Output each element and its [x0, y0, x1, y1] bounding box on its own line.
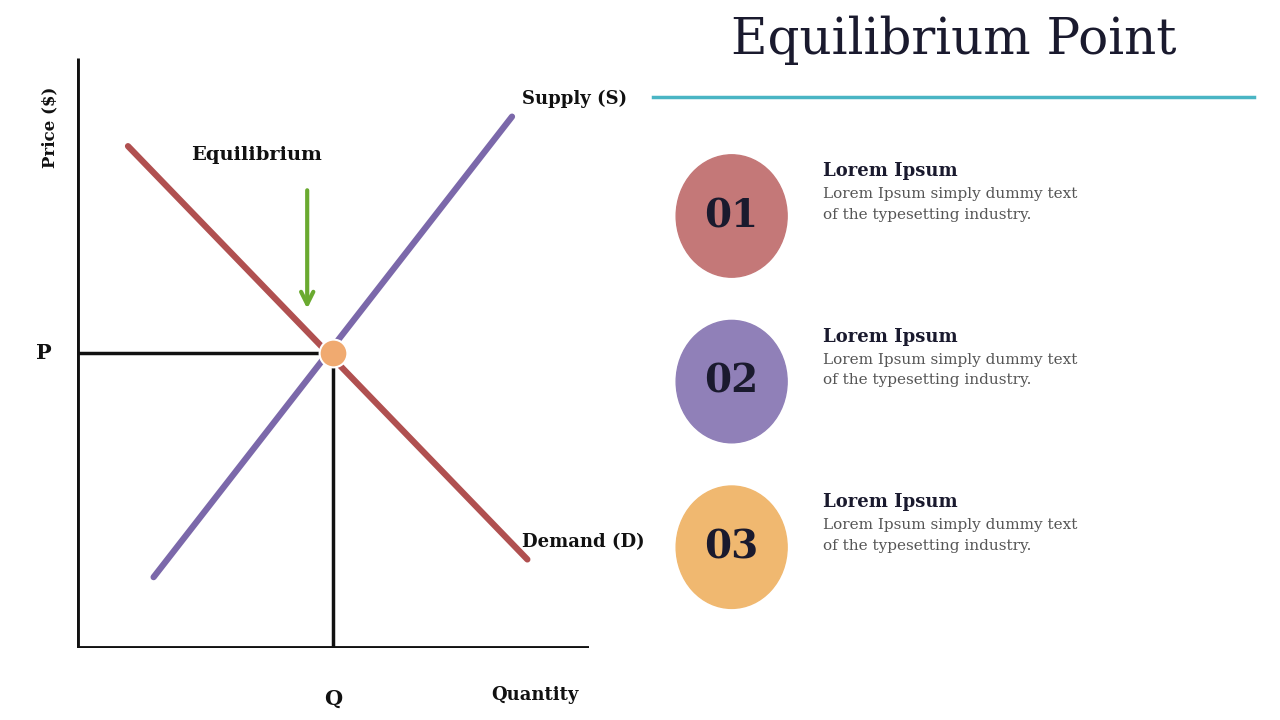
Circle shape — [676, 320, 787, 443]
Text: Lorem Ipsum: Lorem Ipsum — [823, 493, 957, 511]
Text: Equilibrium: Equilibrium — [191, 146, 321, 164]
Text: Lorem Ipsum simply dummy text
of the typesetting industry.: Lorem Ipsum simply dummy text of the typ… — [823, 518, 1078, 553]
Text: Supply (S): Supply (S) — [522, 90, 627, 108]
Text: Equilibrium Point: Equilibrium Point — [731, 15, 1176, 65]
Text: Demand (D): Demand (D) — [522, 533, 645, 551]
Circle shape — [676, 486, 787, 608]
Text: Lorem Ipsum: Lorem Ipsum — [823, 328, 957, 346]
Text: Lorem Ipsum simply dummy text
of the typesetting industry.: Lorem Ipsum simply dummy text of the typ… — [823, 353, 1078, 387]
Text: Q: Q — [324, 689, 342, 709]
Text: Price ($): Price ($) — [41, 87, 58, 168]
Text: P: P — [36, 343, 51, 363]
Text: 03: 03 — [704, 528, 759, 566]
Text: Lorem Ipsum simply dummy text
of the typesetting industry.: Lorem Ipsum simply dummy text of the typ… — [823, 187, 1078, 222]
Circle shape — [676, 155, 787, 277]
Text: Quantity: Quantity — [492, 686, 579, 704]
Text: Lorem Ipsum: Lorem Ipsum — [823, 162, 957, 180]
Text: 01: 01 — [704, 197, 759, 235]
Text: 02: 02 — [704, 363, 759, 400]
